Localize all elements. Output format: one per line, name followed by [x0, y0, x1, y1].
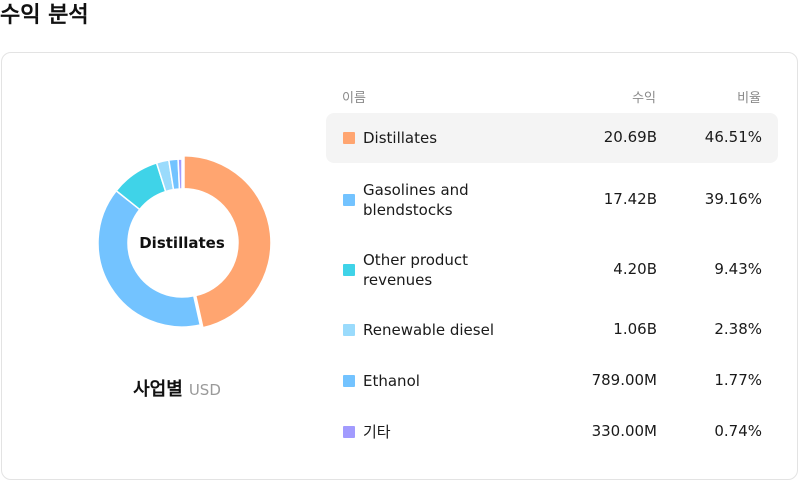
table-row[interactable]: Renewable diesel 1.06B 2.38% [326, 305, 778, 355]
row-name: Gasolines and blendstocks [363, 181, 469, 219]
table-row[interactable]: Other product revenues 4.20B 9.43% [326, 245, 778, 295]
row-name: Renewable diesel [363, 321, 494, 339]
row-value: 4.20B [613, 260, 657, 278]
table-row[interactable]: Gasolines and blendstocks 17.42B 39.16% [326, 175, 778, 225]
row-value: 20.69B [603, 128, 657, 146]
row-name: Other product revenues [363, 251, 469, 289]
table-row[interactable]: 기타 330.00M 0.74% [326, 407, 778, 457]
donut-slice-0[interactable] [183, 155, 272, 329]
revenue-card: Distillates 사업별 USD 이름 수익 비율 Distillates … [1, 52, 798, 480]
row-percent: 46.51% [704, 128, 762, 146]
breakdown-label: 사업별 [133, 379, 183, 400]
header-name: 이름 [342, 91, 366, 106]
breakdown-selector[interactable]: 사업별 USD [2, 375, 352, 401]
donut-slice-5[interactable] [177, 158, 183, 190]
row-name: Distillates [363, 129, 438, 147]
table-row[interactable]: Ethanol 789.00M 1.77% [326, 356, 778, 406]
legend-swatch [343, 375, 355, 387]
legend-swatch [343, 324, 355, 336]
currency-label: USD [188, 381, 221, 399]
page-title: 수익 분석 [0, 3, 89, 28]
row-percent: 2.38% [714, 320, 762, 338]
row-percent: 39.16% [704, 190, 762, 208]
legend-swatch [343, 132, 355, 144]
donut-svg [97, 155, 272, 329]
row-value: 789.00M [591, 371, 657, 389]
row-name: 기타 [363, 423, 391, 441]
row-value: 330.00M [591, 422, 657, 440]
donut-chart: Distillates [92, 153, 272, 333]
row-value: 1.06B [613, 320, 657, 338]
row-percent: 0.74% [714, 422, 762, 440]
legend-swatch [343, 264, 355, 276]
row-percent: 9.43% [714, 260, 762, 278]
legend-swatch [343, 194, 355, 206]
row-percent: 1.77% [714, 371, 762, 389]
donut-slice-1[interactable] [97, 189, 202, 328]
legend-swatch [343, 426, 355, 438]
header-revenue: 수익 [632, 91, 656, 106]
header-ratio: 비율 [737, 91, 761, 106]
revenue-table: 이름 수익 비율 Distillates 20.69B 46.51% Gasol… [326, 83, 778, 441]
row-value: 17.42B [603, 190, 657, 208]
row-name: Ethanol [363, 372, 420, 390]
table-header: 이름 수익 비율 [326, 83, 778, 109]
donut-center-label: Distillates [139, 234, 225, 252]
table-row[interactable]: Distillates 20.69B 46.51% [326, 113, 778, 163]
